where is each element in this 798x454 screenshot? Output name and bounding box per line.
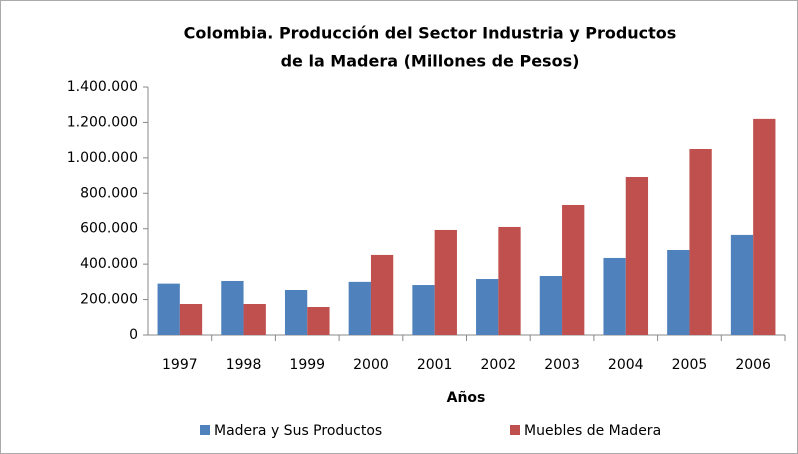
bar xyxy=(562,204,585,335)
legend-label: Muebles de Madera xyxy=(524,423,661,439)
bar xyxy=(370,254,394,335)
y-tick-label: 1.200.000 xyxy=(67,114,138,130)
bar xyxy=(157,283,180,335)
bar xyxy=(603,257,626,335)
bar xyxy=(498,226,521,335)
bar xyxy=(284,290,308,335)
bar xyxy=(243,304,266,335)
bar xyxy=(434,229,457,335)
bar xyxy=(689,149,712,335)
y-tick-label: 1.000.000 xyxy=(67,150,138,166)
legend-swatch xyxy=(200,425,210,435)
legend-swatch xyxy=(510,425,520,435)
x-tick-label: 2004 xyxy=(608,357,644,373)
chart-title: Colombia. Producción del Sector Industri… xyxy=(184,24,677,43)
x-tick-label: 2001 xyxy=(417,357,453,373)
chart-title: de la Madera (Millones de Pesos) xyxy=(281,52,580,71)
x-tick-label: 1998 xyxy=(226,357,262,373)
y-tick-label: 400.000 xyxy=(80,256,138,272)
x-tick-label: 2000 xyxy=(353,357,389,373)
y-tick-label: 0 xyxy=(129,327,138,343)
x-tick-label: 2006 xyxy=(735,357,771,373)
y-tick-label: 1.400.000 xyxy=(67,79,138,95)
bar xyxy=(307,307,330,335)
bar xyxy=(221,280,244,335)
y-tick-label: 200.000 xyxy=(80,292,138,308)
bar xyxy=(667,249,690,335)
x-tick-label: 1999 xyxy=(289,357,325,373)
x-axis-label: Años xyxy=(447,390,486,406)
x-tick-label: 2003 xyxy=(544,357,580,373)
y-tick-label: 800.000 xyxy=(80,185,138,201)
y-tick-label: 600.000 xyxy=(80,221,138,237)
bar xyxy=(412,285,435,335)
bar xyxy=(625,176,649,335)
bar xyxy=(476,279,499,335)
legend-label: Madera y Sus Productos xyxy=(214,423,382,439)
bar xyxy=(539,276,563,335)
bar xyxy=(348,281,371,335)
x-tick-label: 2005 xyxy=(672,357,708,373)
bar xyxy=(753,118,776,335)
bar xyxy=(730,234,754,335)
x-tick-label: 2002 xyxy=(481,357,517,373)
x-tick-label: 1997 xyxy=(162,357,198,373)
bar xyxy=(179,304,203,335)
